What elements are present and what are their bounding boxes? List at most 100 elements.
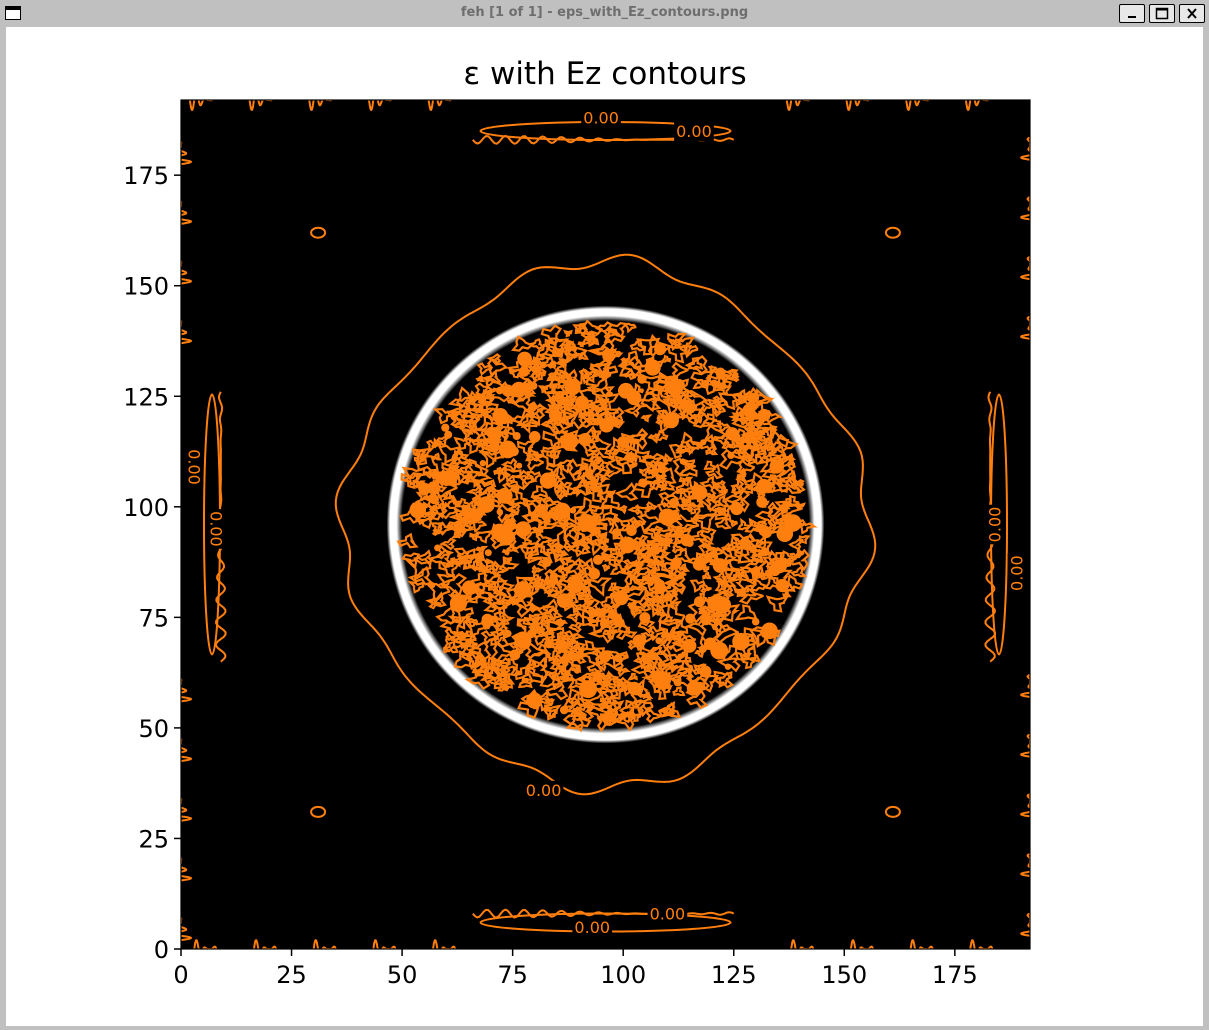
contour-blob xyxy=(589,483,598,492)
contour-line xyxy=(685,438,703,456)
contour-line xyxy=(576,525,598,543)
contour-line xyxy=(414,449,427,460)
contour-line xyxy=(677,562,690,573)
contour-blob xyxy=(732,632,750,651)
contour-line xyxy=(499,468,522,487)
contour-line xyxy=(681,344,699,359)
contour-line xyxy=(537,343,557,358)
contour-blob xyxy=(653,547,660,555)
contour-line xyxy=(615,623,638,641)
contour-line xyxy=(761,556,778,570)
maximize-button[interactable] xyxy=(1149,4,1175,23)
contour-blob xyxy=(593,671,602,681)
contour-line xyxy=(762,568,774,578)
contour-line xyxy=(753,426,778,447)
contour-line xyxy=(699,583,712,595)
contour-line xyxy=(568,621,584,634)
contour-line xyxy=(443,560,454,568)
contour-blob xyxy=(500,670,508,678)
contour-blob xyxy=(503,518,516,532)
contour-line xyxy=(518,474,538,491)
contour-line xyxy=(713,504,732,519)
contour-blob xyxy=(757,408,771,422)
contour-line xyxy=(599,494,620,510)
contour-line xyxy=(647,625,668,642)
contour-line xyxy=(779,469,801,486)
contour-line xyxy=(334,253,877,796)
contour-blob xyxy=(613,590,629,606)
contour-blob xyxy=(471,508,484,520)
contour-line xyxy=(602,552,622,568)
contour-blob xyxy=(673,678,682,687)
contour-line xyxy=(583,411,603,427)
contour-line xyxy=(485,369,502,384)
contour-line xyxy=(590,429,602,438)
contour-blob xyxy=(509,649,521,661)
contour-line xyxy=(526,470,542,483)
contour-line xyxy=(407,565,434,586)
y-tick-label: 125 xyxy=(123,383,169,411)
contour-line xyxy=(549,656,568,671)
contour-blob xyxy=(779,504,789,514)
y-tick-label: 25 xyxy=(138,825,169,853)
close-button[interactable] xyxy=(1179,4,1205,23)
contour-line xyxy=(437,573,468,598)
contour-line xyxy=(436,573,456,588)
contour-line xyxy=(529,356,539,364)
contour-blob xyxy=(496,508,503,516)
contour-blob xyxy=(725,427,739,441)
contour-blob xyxy=(637,374,647,384)
contour-line xyxy=(457,512,476,529)
contour-line xyxy=(456,551,470,564)
contour-blob xyxy=(760,526,772,539)
contour-blob xyxy=(474,552,485,562)
contour-line xyxy=(739,644,762,663)
contour-line xyxy=(707,374,730,392)
contour-label: 0.00 xyxy=(526,781,562,800)
y-tick-label: 175 xyxy=(123,162,169,190)
contour-blob xyxy=(686,680,702,696)
window-titlebar[interactable]: feh [1 of 1] - eps_with_Ez_contours.png xyxy=(0,0,1209,27)
contour-line xyxy=(687,356,704,370)
contour-line xyxy=(463,437,484,455)
contour-line xyxy=(491,600,513,617)
contour-line xyxy=(644,597,670,618)
contour-blob xyxy=(615,350,622,357)
contour-line xyxy=(464,669,491,691)
contour-blob xyxy=(559,705,569,715)
contour-blob xyxy=(579,680,598,699)
contour-line xyxy=(761,466,787,489)
contour-line xyxy=(671,361,689,379)
contour-line xyxy=(541,707,559,721)
contour-line xyxy=(603,670,620,683)
contour-blob xyxy=(772,559,787,574)
contour-blob xyxy=(756,478,772,494)
contour-line xyxy=(626,672,638,682)
contour-blob xyxy=(761,622,778,640)
contour-line xyxy=(567,676,582,689)
contour-line xyxy=(527,651,552,669)
contour-line xyxy=(784,494,801,508)
window-menu-icon[interactable] xyxy=(5,6,21,20)
minimize-button[interactable] xyxy=(1119,4,1145,23)
contour-line xyxy=(627,592,653,612)
contour-blob xyxy=(512,432,521,440)
contour-line xyxy=(717,391,743,411)
contour-line xyxy=(722,488,751,513)
contour-blob xyxy=(612,528,621,538)
contour-blob xyxy=(496,487,513,504)
contour-line xyxy=(757,444,782,464)
contour-line xyxy=(477,396,499,412)
contour-line xyxy=(599,697,612,708)
contour-line xyxy=(795,547,805,558)
contour-line xyxy=(562,339,576,352)
contour-line xyxy=(674,547,693,563)
contour-line xyxy=(495,590,516,604)
contour-blob xyxy=(497,528,515,546)
contour-line xyxy=(527,453,545,472)
contour-line xyxy=(560,654,582,674)
contour-blob xyxy=(685,613,696,624)
contour-line xyxy=(789,565,808,578)
contour-blob xyxy=(679,399,692,412)
contour-line xyxy=(606,489,616,498)
